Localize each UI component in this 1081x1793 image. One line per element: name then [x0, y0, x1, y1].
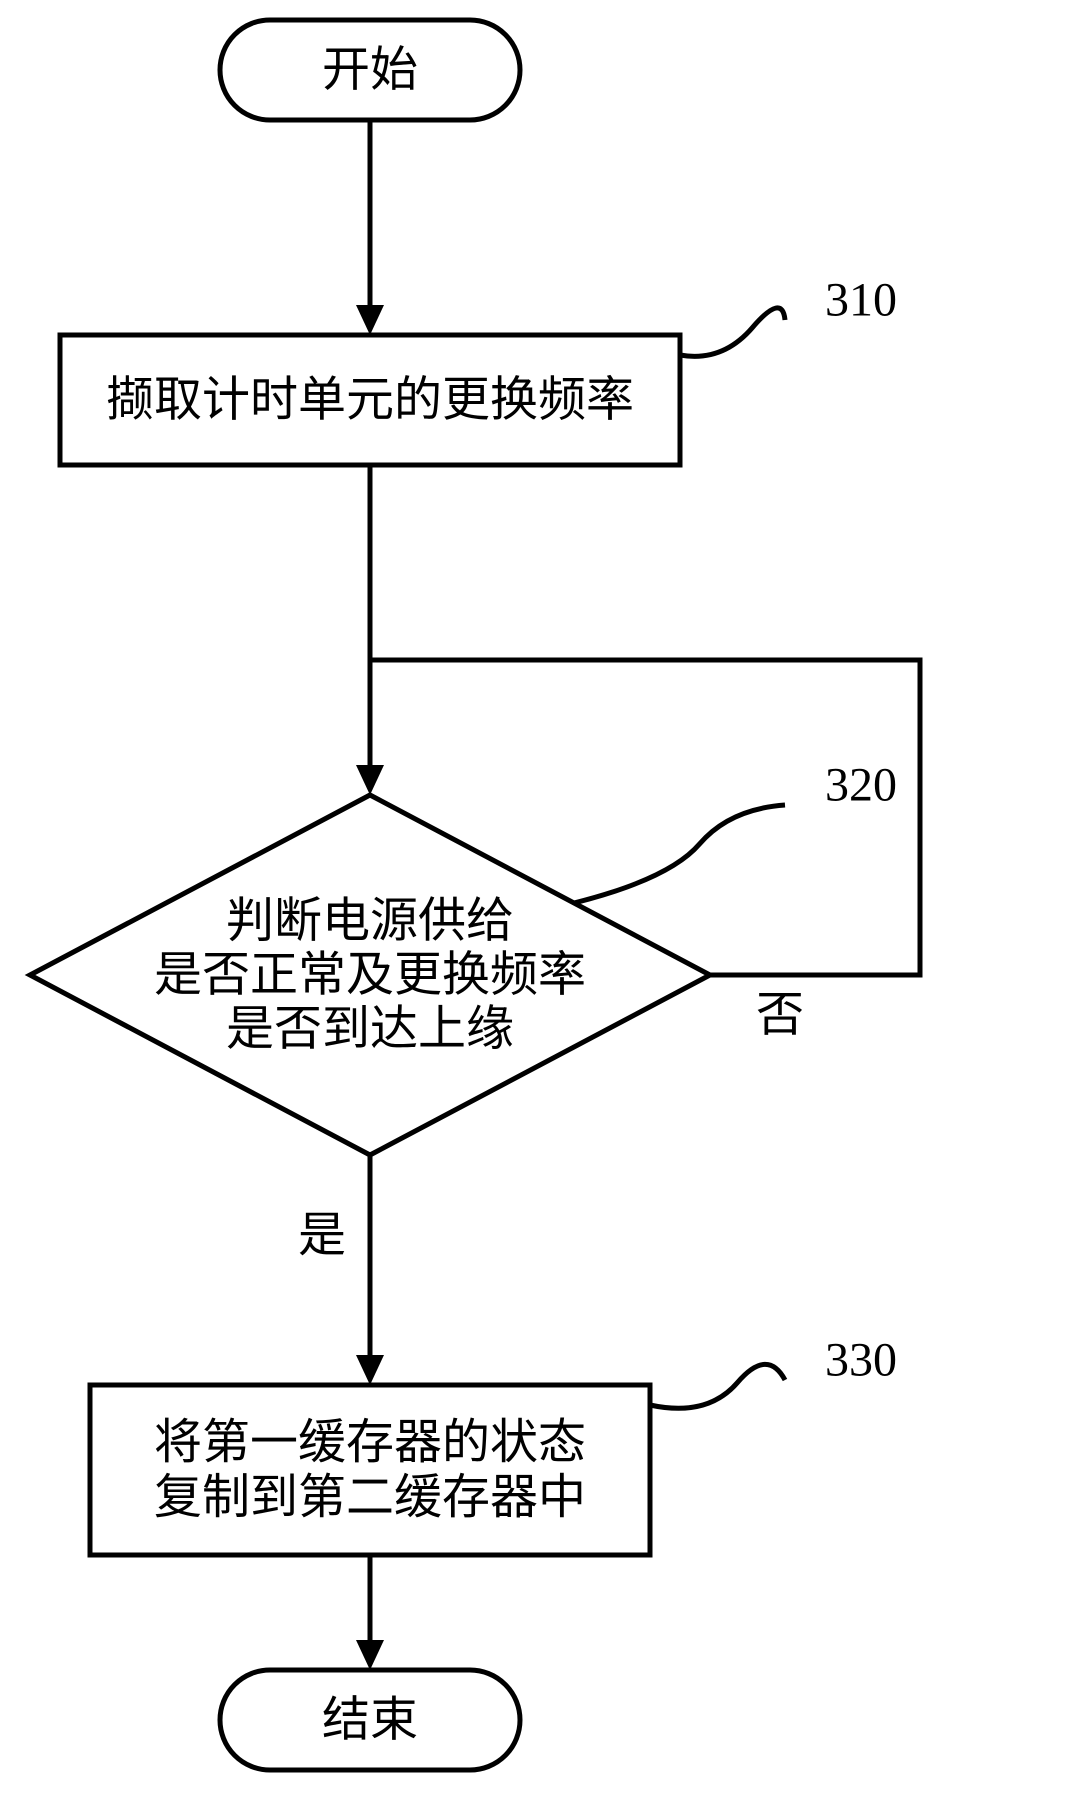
dec320-label: 判断电源供给	[226, 895, 514, 948]
edge-label: 否	[756, 989, 804, 1042]
arrowhead	[356, 1355, 384, 1385]
step330-label: 将第一缓存器的状态	[154, 1416, 586, 1469]
step330	[90, 1385, 650, 1555]
step310-callout-line	[680, 308, 785, 356]
dec320-label: 是否正常及更换频率	[154, 949, 586, 1002]
dec320-callout-label: 320	[825, 759, 897, 812]
dec320-label: 是否到达上缘	[226, 1002, 514, 1055]
end-label: 结束	[322, 1694, 418, 1747]
start-label: 开始	[322, 44, 418, 97]
arrowhead	[356, 1640, 384, 1670]
edge-label: 是	[298, 1209, 346, 1262]
arrowhead	[356, 765, 384, 795]
step310-callout-label: 310	[825, 274, 897, 327]
step330-callout-label: 330	[825, 1334, 897, 1387]
arrowhead	[356, 305, 384, 335]
step310-label: 撷取计时单元的更换频率	[106, 374, 634, 427]
dec320-callout-line	[574, 805, 785, 903]
step330-callout-line	[650, 1364, 785, 1408]
step330-label: 复制到第二缓存器中	[154, 1471, 586, 1524]
